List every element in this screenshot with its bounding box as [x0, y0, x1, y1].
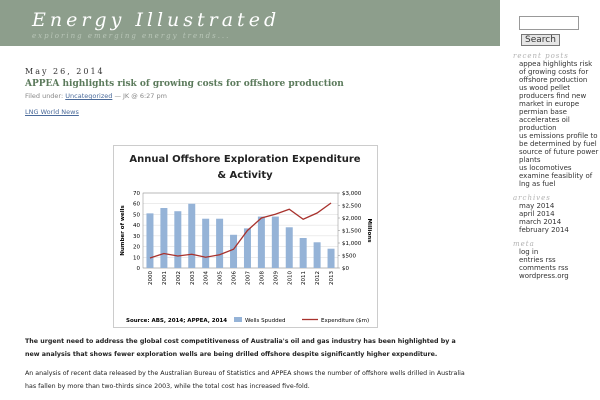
bar	[257, 216, 265, 268]
post-date: May 26, 2014	[25, 67, 105, 76]
paragraph: An analysis of recent data released by t…	[25, 370, 465, 390]
x-tick-label: 2013	[329, 271, 335, 285]
sidebar-link[interactable]: us wood pellet producers find new market…	[519, 84, 587, 108]
source-link[interactable]: LNG World News	[25, 108, 79, 116]
y-tick-label: 0	[137, 266, 141, 272]
x-tick-label: 2009	[273, 271, 279, 285]
y-axis-label: Number of wells	[120, 205, 126, 256]
sidebar-link[interactable]: may 2014	[519, 202, 555, 210]
bar	[327, 248, 335, 268]
x-tick-label: 2008	[259, 271, 265, 285]
post-meta: Filed under: Uncategorized — JK @ 6:27 p…	[25, 92, 167, 100]
y2-tick-label: $2,000	[342, 216, 362, 222]
sidebar-link[interactable]: us emissions profile to be determined by…	[519, 132, 599, 164]
chart-source: Source: ABS, 2014; APPEA, 2014	[126, 318, 227, 324]
bar	[146, 213, 154, 268]
chart-title: Annual Offshore Exploration Expenditure	[129, 154, 360, 165]
sidebar-link[interactable]: appea highlights risk of growing costs f…	[519, 60, 593, 84]
sidebar-link[interactable]: us locomotives examine feasiblity of lng…	[519, 164, 593, 188]
y-tick-label: 20	[133, 245, 140, 251]
search-button[interactable]: Search	[521, 34, 560, 46]
chart-frame: Annual Offshore Exploration Expenditure &…	[113, 145, 378, 328]
x-tick-label: 2010	[287, 271, 293, 285]
chart-title: & Activity	[217, 170, 273, 181]
y2-tick-label: $500	[342, 254, 356, 260]
sidebar-heading: archives	[513, 194, 551, 202]
x-tick-label: 2007	[245, 271, 251, 285]
sidebar-heading: recent posts	[513, 52, 569, 60]
category-link[interactable]: Uncategorized	[65, 92, 113, 100]
x-tick-label: 2011	[301, 271, 307, 285]
y-tick-label: 30	[133, 234, 140, 240]
legend-swatch	[234, 317, 242, 322]
x-tick-label: 2002	[176, 271, 182, 285]
x-tick-label: 2003	[190, 271, 196, 285]
bar	[160, 208, 168, 268]
y-tick-label: 10	[133, 255, 140, 261]
y2-tick-label: $1,000	[342, 241, 362, 247]
y2-tick-label: $3,000	[342, 191, 362, 197]
bar	[271, 216, 279, 268]
tagline: exploring emerging energy trends...	[32, 32, 231, 40]
y-tick-label: 70	[133, 191, 140, 197]
y2-axis-label: Millions	[366, 219, 372, 244]
site-title[interactable]: Energy Illustrated	[32, 9, 281, 31]
bar	[188, 203, 196, 268]
legend-label: Wells Spudded	[245, 318, 286, 324]
x-tick-label: 2004	[204, 271, 210, 285]
paragraph: The urgent need to address the global co…	[25, 338, 456, 358]
bar	[174, 211, 182, 268]
byline: — JK @ 6:27 pm	[114, 92, 167, 100]
plot-frame	[142, 192, 339, 269]
sidebar-link[interactable]: log in	[519, 248, 539, 256]
bar	[299, 238, 307, 268]
sidebar: Search recent posts appea highlights risk…	[513, 16, 599, 280]
y2-tick-label: $1,500	[342, 229, 362, 235]
sidebar-link[interactable]: february 2014	[519, 226, 569, 234]
y-tick-label: 50	[133, 212, 140, 218]
sidebar-link[interactable]: permian base accelerates oil production	[519, 108, 570, 132]
x-tick-label: 2000	[148, 271, 154, 285]
y2-tick-label: $0	[342, 266, 349, 272]
post-title[interactable]: APPEA highlights risk of growing costs f…	[25, 79, 344, 89]
bar	[313, 242, 321, 268]
bar	[285, 227, 293, 268]
y-tick-label: 40	[133, 223, 140, 229]
post-body: The urgent need to address the global co…	[25, 335, 465, 399]
bar	[243, 228, 251, 268]
sidebar-link[interactable]: entries rss	[519, 256, 556, 264]
bar	[230, 234, 238, 268]
search-input[interactable]	[519, 16, 579, 30]
line	[149, 202, 332, 259]
filed-label: Filed under:	[25, 92, 64, 100]
sidebar-link[interactable]: march 2014	[519, 218, 562, 226]
chart: Annual Offshore Exploration Expenditure &…	[120, 154, 372, 324]
legend-label: Expenditure ($m)	[321, 318, 369, 324]
sidebar-link[interactable]: wordpress.org	[519, 272, 569, 280]
x-tick-label: 2005	[218, 271, 224, 285]
x-tick-label: 2012	[315, 271, 321, 285]
sidebar-link[interactable]: comments rss	[519, 264, 569, 272]
header: Energy Illustrated exploring emerging en…	[0, 0, 500, 46]
y2-tick-label: $2,500	[342, 204, 362, 210]
x-tick-label: 2001	[162, 271, 168, 285]
bar	[216, 218, 224, 268]
x-tick-label: 2006	[232, 271, 238, 285]
sidebar-heading: meta	[513, 240, 535, 248]
sidebar-link[interactable]: april 2014	[519, 210, 555, 218]
bar	[202, 218, 210, 268]
y-tick-label: 60	[133, 202, 140, 208]
